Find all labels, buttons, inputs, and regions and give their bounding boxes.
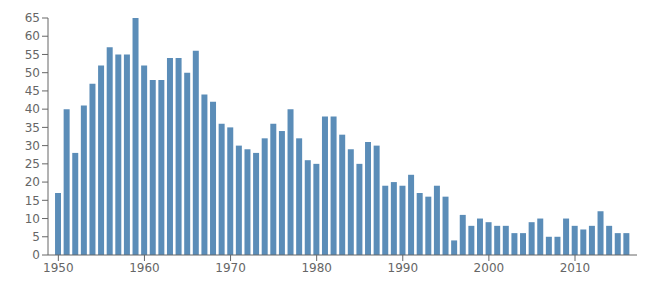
svg-text:45: 45 (25, 84, 40, 98)
svg-text:10: 10 (25, 212, 40, 226)
svg-text:1950: 1950 (43, 261, 74, 275)
svg-text:1990: 1990 (388, 261, 419, 275)
svg-text:25: 25 (25, 157, 40, 171)
svg-text:2010: 2010 (560, 261, 591, 275)
svg-text:65: 65 (25, 11, 40, 25)
svg-text:15: 15 (25, 194, 40, 208)
svg-text:20: 20 (25, 175, 40, 189)
svg-text:60: 60 (25, 29, 40, 43)
svg-text:1960: 1960 (129, 261, 160, 275)
svg-text:1980: 1980 (301, 261, 332, 275)
svg-text:55: 55 (25, 48, 40, 62)
svg-text:2000: 2000 (474, 261, 505, 275)
svg-text:50: 50 (25, 66, 40, 80)
svg-text:5: 5 (32, 230, 40, 244)
svg-text:0: 0 (32, 248, 40, 262)
svg-text:40: 40 (25, 102, 40, 116)
svg-text:1970: 1970 (215, 261, 246, 275)
svg-text:35: 35 (25, 121, 40, 135)
svg-text:30: 30 (25, 139, 40, 153)
